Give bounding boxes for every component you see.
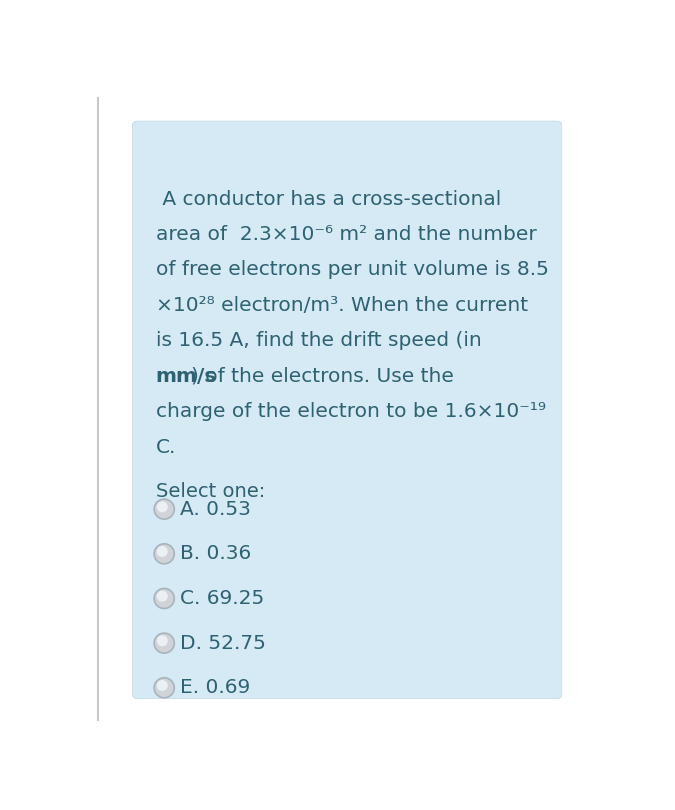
Circle shape bbox=[157, 635, 168, 646]
Text: E. 0.69: E. 0.69 bbox=[180, 678, 250, 697]
Circle shape bbox=[154, 544, 174, 564]
Text: is 16.5 A, find the drift speed (in: is 16.5 A, find the drift speed (in bbox=[156, 331, 481, 350]
Circle shape bbox=[154, 678, 174, 697]
Text: Select one:: Select one: bbox=[156, 482, 265, 501]
Circle shape bbox=[157, 590, 168, 602]
FancyBboxPatch shape bbox=[132, 121, 562, 698]
Text: charge of the electron to be 1.6×10⁻¹⁹: charge of the electron to be 1.6×10⁻¹⁹ bbox=[156, 402, 545, 421]
Text: D. 52.75: D. 52.75 bbox=[180, 633, 267, 653]
Text: A conductor has a cross-sectional: A conductor has a cross-sectional bbox=[156, 190, 501, 209]
Text: ×10²⁸ electron/m³. When the current: ×10²⁸ electron/m³. When the current bbox=[156, 296, 528, 315]
Text: B. 0.36: B. 0.36 bbox=[180, 544, 252, 563]
Circle shape bbox=[157, 680, 168, 691]
Circle shape bbox=[154, 499, 174, 519]
Text: mm/s: mm/s bbox=[156, 367, 217, 386]
Text: ) of the electrons. Use the: ) of the electrons. Use the bbox=[191, 367, 454, 386]
Circle shape bbox=[157, 501, 168, 513]
Text: A. 0.53: A. 0.53 bbox=[180, 500, 251, 518]
Text: area of  2.3×10⁻⁶ m² and the number: area of 2.3×10⁻⁶ m² and the number bbox=[156, 225, 537, 244]
Text: C.: C. bbox=[156, 437, 176, 457]
Text: of free electrons per unit volume is 8.5: of free electrons per unit volume is 8.5 bbox=[156, 261, 549, 279]
Circle shape bbox=[157, 546, 168, 557]
Text: C. 69.25: C. 69.25 bbox=[180, 589, 265, 608]
Circle shape bbox=[154, 633, 174, 653]
Circle shape bbox=[154, 588, 174, 608]
